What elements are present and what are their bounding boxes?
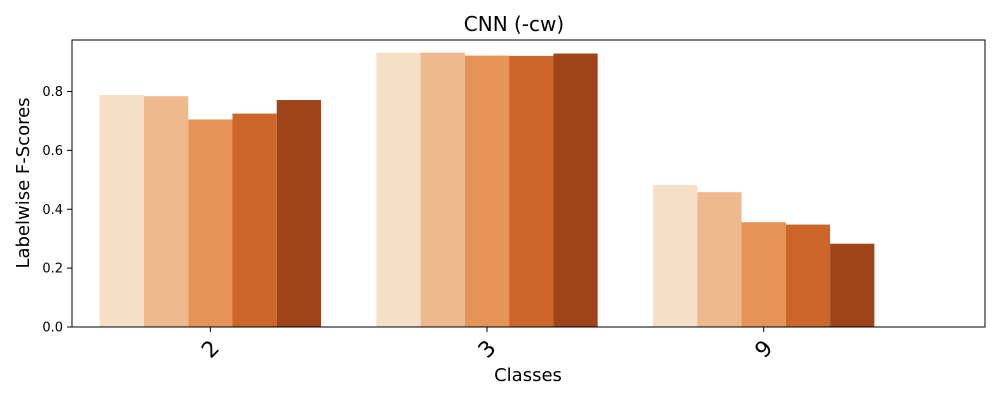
bar-class-9-series-4 bbox=[785, 224, 831, 327]
y-tick-label: 0.2 bbox=[42, 262, 63, 277]
bar-class-2-series-4 bbox=[232, 113, 277, 327]
bar-class-3-series-2 bbox=[420, 52, 465, 327]
chart-title: CNN (-cw) bbox=[464, 12, 564, 36]
bar-class-2-series-2 bbox=[143, 96, 189, 327]
bar-class-2-series-3 bbox=[188, 119, 233, 327]
bar-class-9-series-3 bbox=[741, 222, 786, 327]
bar-class-9-series-2 bbox=[697, 192, 742, 327]
bar-class-9-series-5 bbox=[830, 243, 875, 327]
y-tick-label: 0.4 bbox=[42, 203, 63, 218]
y-tick-label: 0.0 bbox=[42, 321, 63, 336]
bar-class-2-series-5 bbox=[276, 100, 321, 327]
bar-class-3-series-3 bbox=[464, 55, 510, 327]
x-axis-label: Classes bbox=[494, 365, 562, 386]
y-axis-label: Labelwise F-Scores bbox=[13, 97, 34, 268]
y-tick-label: 0.8 bbox=[42, 85, 63, 100]
bar-class-3-series-5 bbox=[553, 53, 598, 327]
bar-class-3-series-1 bbox=[376, 52, 421, 327]
y-tick-label: 0.6 bbox=[42, 144, 63, 159]
bars-group bbox=[99, 52, 875, 328]
plot-area-frame bbox=[71, 39, 986, 328]
bar-class-2-series-1 bbox=[99, 95, 144, 327]
bar-class-3-series-4 bbox=[509, 55, 554, 328]
y-axis: 0.0 0.2 0.4 0.6 0.8 bbox=[42, 85, 72, 336]
bar-class-9-series-1 bbox=[653, 185, 698, 327]
